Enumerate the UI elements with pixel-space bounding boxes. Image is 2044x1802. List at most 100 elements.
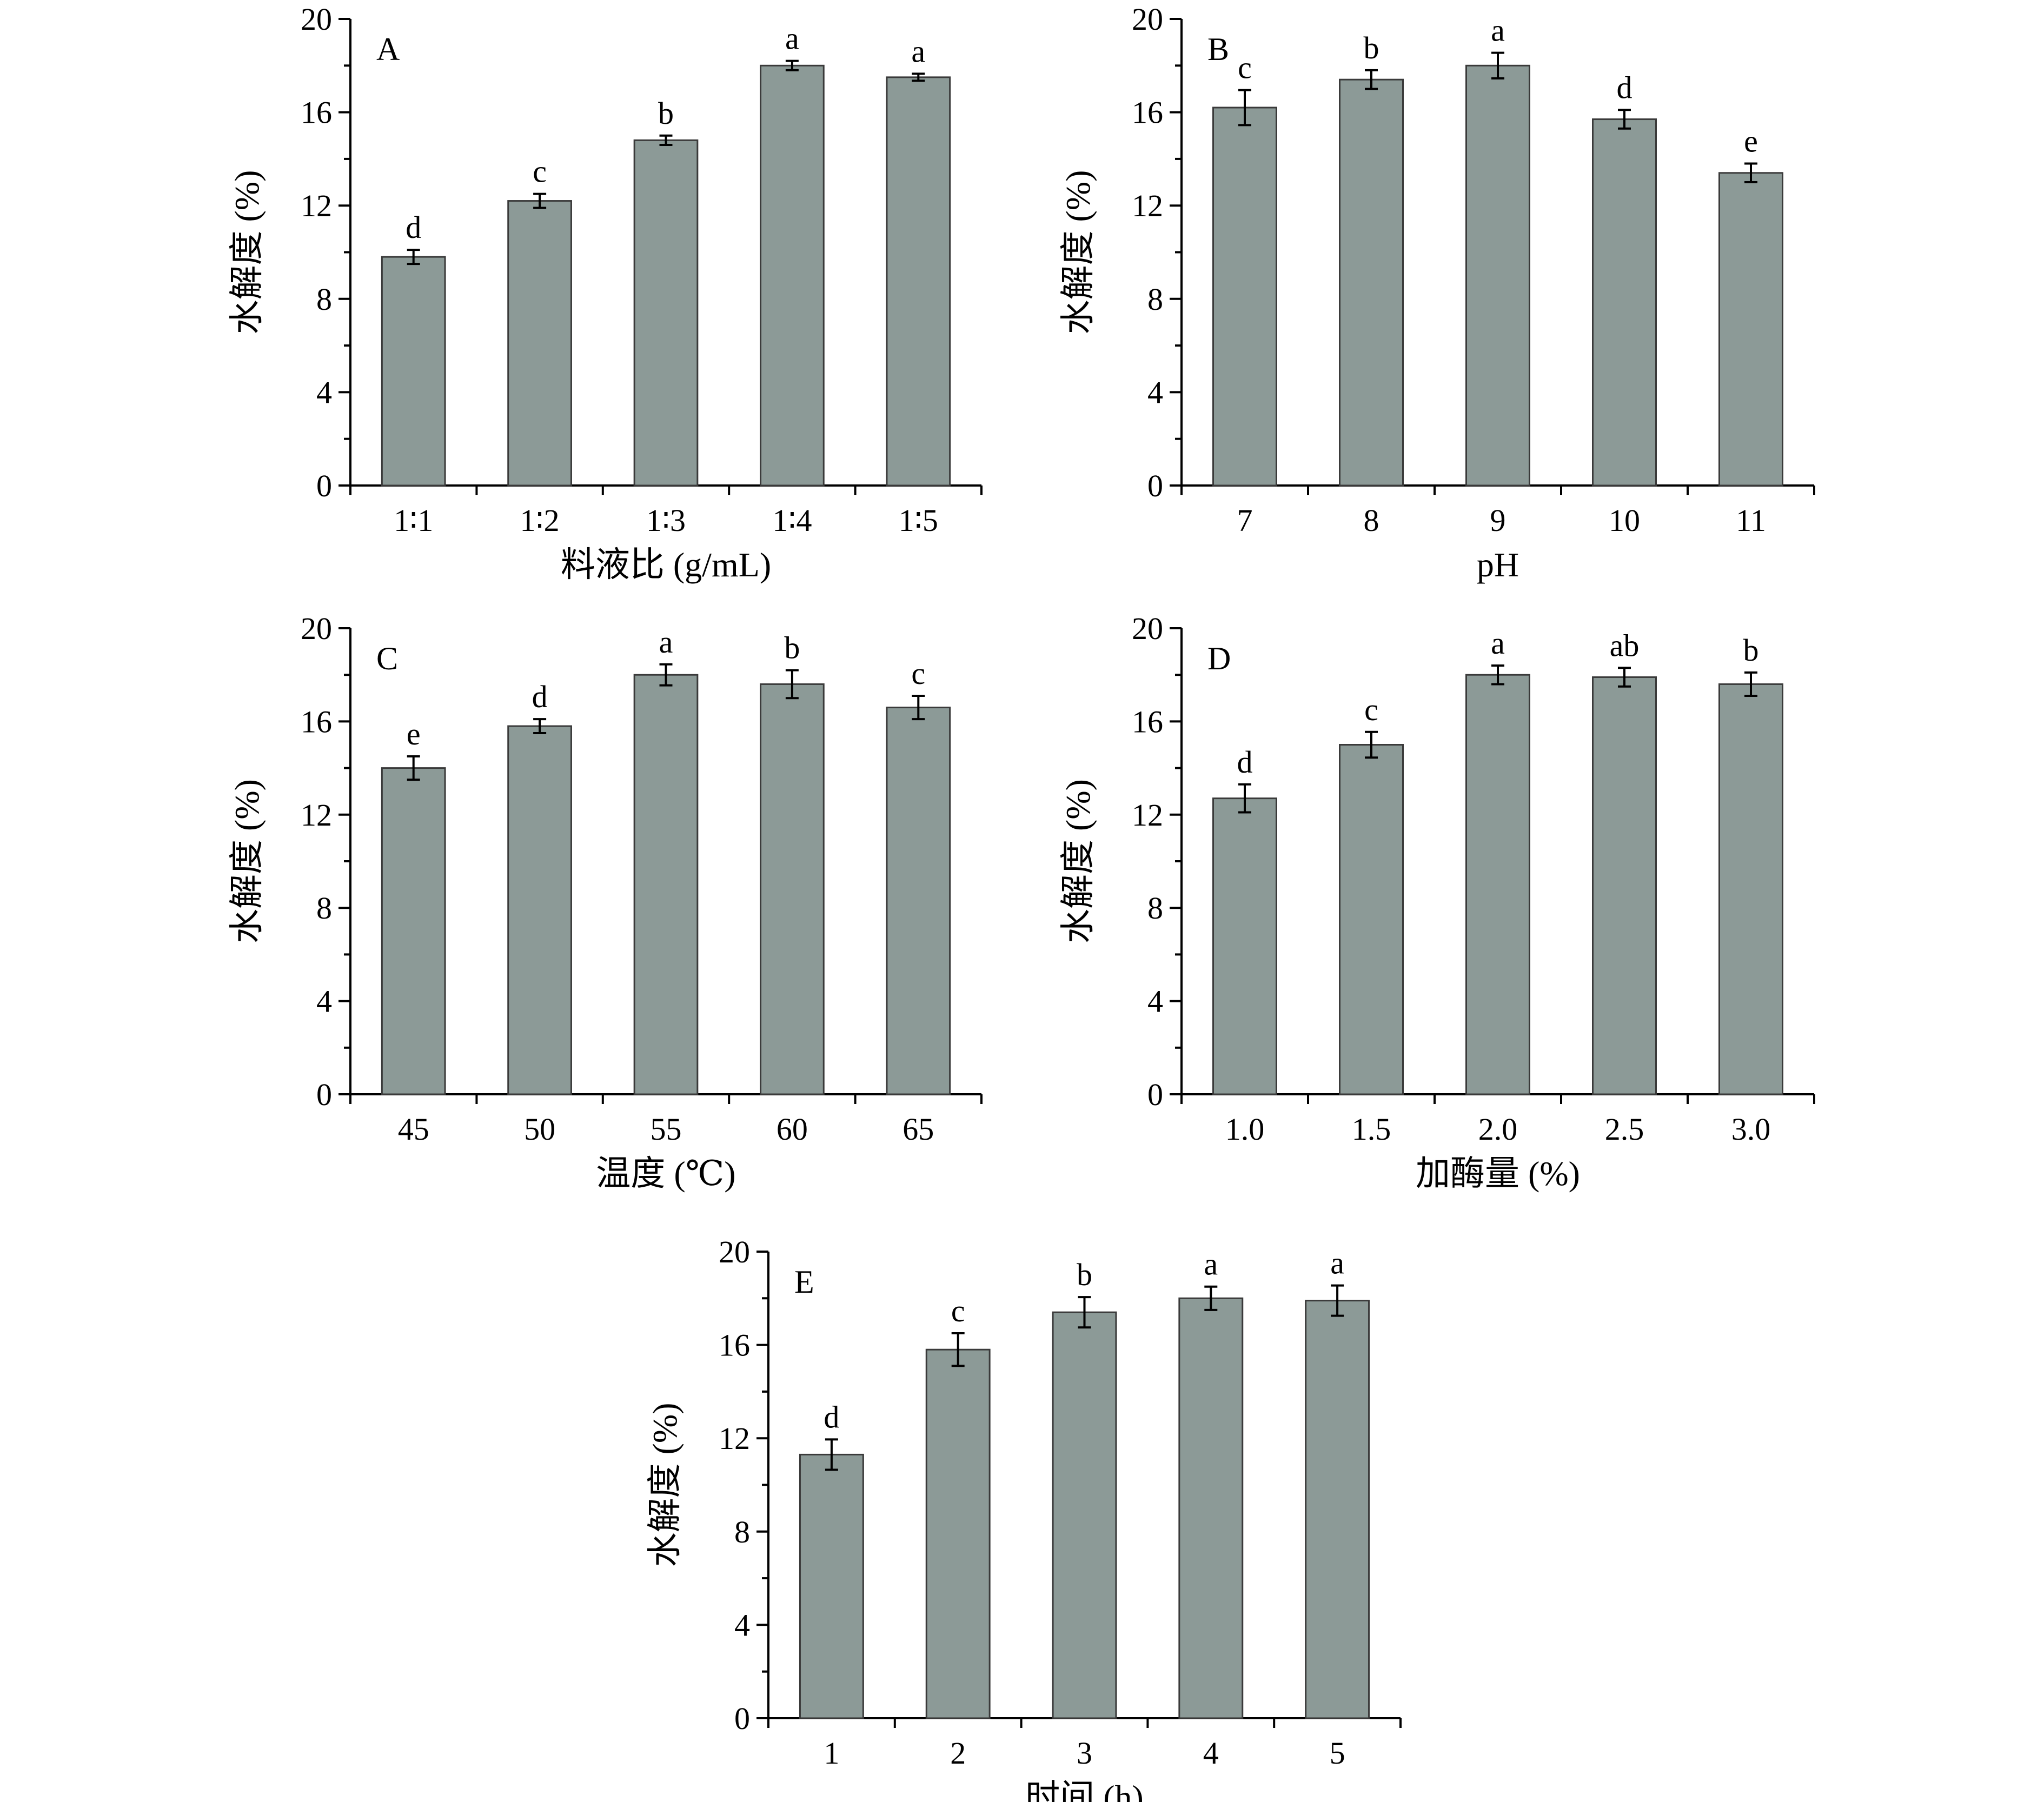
bar (1465, 674, 1530, 1095)
significance-label: c (951, 1293, 965, 1328)
bar (886, 707, 951, 1095)
y-tick-label: 16 (1132, 704, 1163, 739)
panel-label: A (376, 31, 400, 67)
significance-label: b (784, 630, 800, 666)
y-tick-label: 8 (316, 282, 332, 317)
bar (507, 200, 572, 487)
significance-label: d (406, 210, 421, 245)
y-tick-label: 4 (734, 1607, 750, 1643)
y-tick-label: 16 (301, 704, 332, 739)
bar (1718, 683, 1783, 1095)
y-axis-title: 水解度 (%) (1059, 170, 1097, 335)
panel-label: C (376, 641, 398, 676)
y-axis-title: 水解度 (%) (1059, 779, 1097, 943)
significance-label: d (1617, 70, 1632, 105)
y-tick-label: 12 (301, 797, 332, 833)
significance-label: a (1204, 1247, 1218, 1282)
x-tick-label: 1∶5 (899, 503, 938, 538)
x-tick-label: 10 (1609, 503, 1640, 538)
y-tick-label: 0 (734, 1701, 750, 1736)
bar (633, 139, 699, 487)
significance-label: b (1743, 633, 1759, 668)
x-tick-label: 4 (1203, 1735, 1219, 1771)
panel-label: D (1207, 641, 1231, 676)
bar (760, 683, 825, 1095)
x-tick-label: 65 (902, 1112, 934, 1147)
x-tick-label: 2 (950, 1735, 966, 1771)
y-tick-label: 16 (1132, 95, 1163, 130)
y-tick-label: 20 (301, 611, 332, 646)
x-axis-title: 温度 (℃) (596, 1154, 735, 1193)
x-tick-label: 1∶2 (520, 503, 560, 538)
y-tick-label: 4 (316, 984, 332, 1019)
x-tick-label: 1 (824, 1735, 839, 1771)
x-tick-label: 9 (1490, 503, 1506, 538)
y-tick-label: 12 (1132, 797, 1163, 833)
chart-panel-a: 0 4 8 12 16 20 d 1∶1 c 1∶2 b 1∶3 a 1∶4 a 1∶5 A 料液比 (g/mL)… (228, 2, 983, 584)
y-tick-label: 8 (734, 1514, 750, 1550)
significance-label: a (659, 624, 673, 660)
chart-panel-e: 0 4 8 12 16 20 d 1 c 2 b 3 a 4 a 5 E 时间 (h) 水解度 (%) (646, 1234, 1402, 1802)
x-tick-label: 7 (1237, 503, 1253, 538)
panel-label: B (1207, 31, 1229, 67)
x-axis-title: 加酶量 (%) (1416, 1154, 1580, 1193)
bar (1305, 1300, 1370, 1719)
x-tick-label: 1.5 (1352, 1112, 1391, 1147)
x-tick-label: 1∶3 (646, 503, 686, 538)
bar (1592, 676, 1657, 1095)
significance-label: b (1364, 30, 1379, 65)
y-tick-label: 16 (301, 95, 332, 130)
bar (1718, 172, 1783, 487)
y-tick-label: 0 (316, 468, 332, 503)
x-tick-label: 2.0 (1478, 1112, 1518, 1147)
y-tick-label: 12 (301, 188, 332, 223)
x-tick-label: 45 (398, 1112, 429, 1147)
bar (507, 725, 572, 1095)
y-tick-label: 8 (1147, 282, 1163, 317)
significance-label: a (1491, 13, 1505, 48)
y-tick-label: 4 (316, 375, 332, 410)
x-tick-label: 5 (1330, 1735, 1345, 1771)
significance-label: d (824, 1399, 839, 1434)
y-tick-label: 20 (1132, 2, 1163, 37)
x-axis-title: 料液比 (g/mL) (561, 546, 771, 584)
y-axis-title: 水解度 (%) (228, 170, 266, 335)
significance-label: d (532, 679, 548, 714)
x-tick-label: 50 (524, 1112, 555, 1147)
significance-label: a (911, 34, 925, 69)
y-tick-label: 0 (1147, 468, 1163, 503)
bar (1592, 118, 1657, 487)
significance-label: c (1238, 50, 1252, 85)
y-axis-title: 水解度 (%) (228, 779, 266, 943)
bar (886, 76, 951, 487)
x-tick-label: 2.5 (1605, 1112, 1644, 1147)
significance-label: d (1237, 744, 1253, 780)
y-tick-label: 8 (1147, 890, 1163, 926)
y-tick-label: 0 (1147, 1077, 1163, 1112)
y-tick-label: 4 (1147, 375, 1163, 410)
significance-label: c (911, 656, 925, 691)
significance-label: e (407, 716, 421, 752)
bar (1339, 78, 1404, 487)
bar (1339, 744, 1404, 1095)
y-tick-label: 12 (1132, 188, 1163, 223)
y-tick-label: 20 (719, 1234, 750, 1269)
significance-label: b (1077, 1257, 1092, 1292)
significance-label: a (1491, 626, 1505, 661)
x-axis-title: pH (1477, 546, 1519, 584)
x-tick-label: 3 (1077, 1735, 1092, 1771)
bar (1212, 107, 1277, 487)
chart-panel-b: 0 4 8 12 16 20 c 7 b 8 a 9 d 10 e 11 BpH 水解度 (%) (1059, 2, 1815, 584)
y-tick-label: 4 (1147, 984, 1163, 1019)
bar (1212, 797, 1277, 1095)
y-tick-label: 12 (719, 1421, 750, 1456)
x-tick-label: 55 (651, 1112, 682, 1147)
bar (381, 256, 446, 487)
x-tick-label: 8 (1364, 503, 1379, 538)
y-tick-label: 8 (316, 890, 332, 926)
y-axis-title: 水解度 (%) (646, 1403, 684, 1567)
bar (760, 64, 825, 487)
significance-label: c (1364, 692, 1378, 727)
